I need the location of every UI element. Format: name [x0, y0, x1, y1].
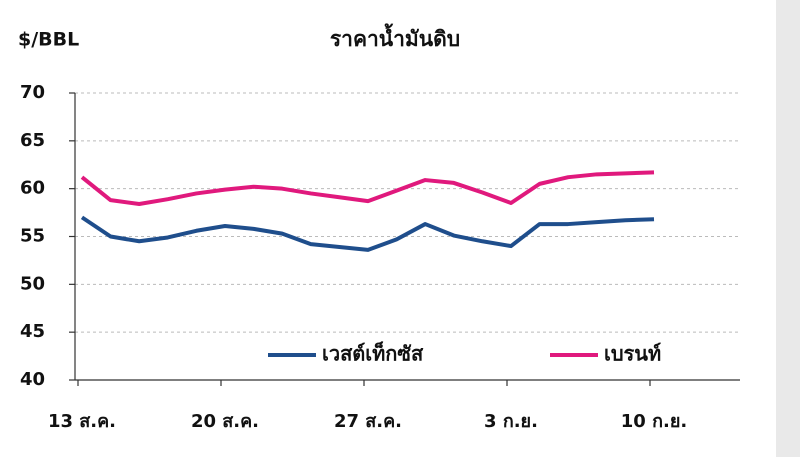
x-tick-label: 13 ส.ค.	[48, 411, 116, 432]
x-tick-label: 10 ก.ย.	[621, 411, 687, 432]
y-tick-label: 50	[20, 273, 45, 294]
y-tick-label: 40	[20, 369, 45, 390]
x-tick-label: 27 ส.ค.	[334, 411, 402, 432]
legend-label: เบรนท์	[604, 342, 661, 366]
x-tick-label: 3 ก.ย.	[484, 411, 538, 432]
y-tick-label: 55	[20, 226, 45, 247]
y-tick-label: 70	[20, 82, 45, 103]
y-tick-label: 65	[20, 130, 45, 151]
y-axis-label: $/BBL	[18, 29, 79, 51]
y-tick-label: 45	[20, 321, 45, 342]
chart-title: ราคาน้ำมันดิบ	[330, 23, 460, 51]
y-tick-label: 60	[20, 178, 45, 199]
series-line	[80, 170, 655, 206]
series-line	[80, 215, 655, 252]
x-tick-label: 20 ส.ค.	[191, 411, 259, 432]
side-bar	[776, 0, 800, 457]
legend-label: เวสต์เท็กซัส	[322, 341, 424, 366]
